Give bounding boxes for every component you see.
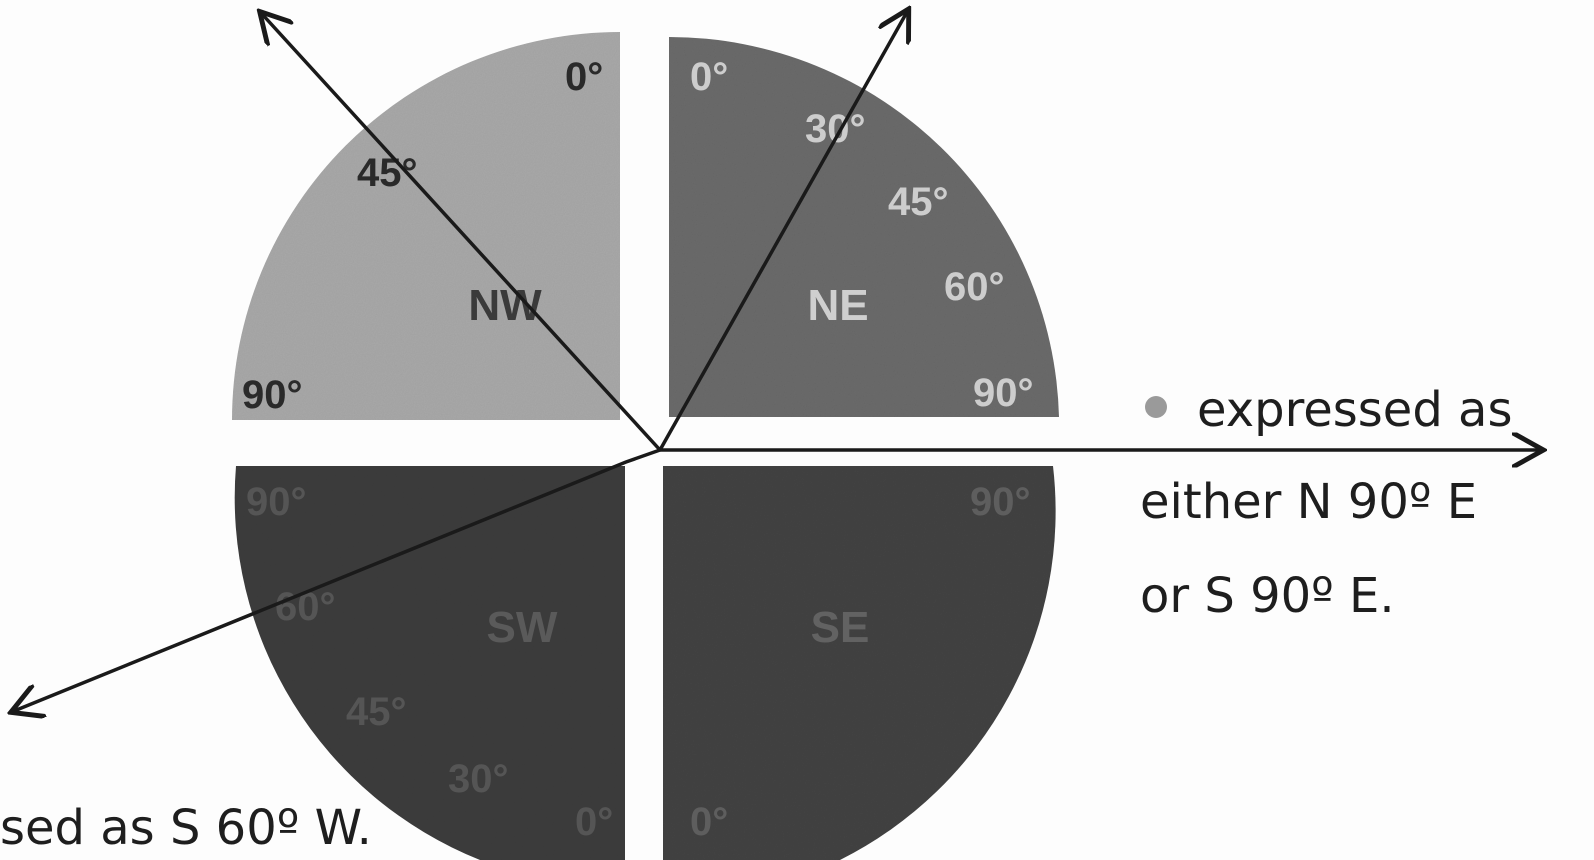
- bullet-text-line1: expressed as: [1197, 382, 1513, 438]
- degree-mark-sw-45: 45°: [346, 690, 407, 734]
- bullet-text-line3: or S 90º E.: [1140, 568, 1395, 624]
- degree-mark-se-0: 0°: [690, 800, 728, 844]
- degree-mark-ne-0: 0°: [690, 55, 728, 99]
- quadrant-label-se: SE: [811, 603, 870, 652]
- quadrant-nw: [232, 32, 620, 420]
- arrow-ne: [658, 12, 907, 451]
- degree-mark-se-90: 90°: [970, 480, 1031, 524]
- quadrant-label-sw: SW: [487, 603, 558, 652]
- degree-mark-ne-90: 90°: [973, 371, 1034, 415]
- bullet-dot-icon: [1145, 396, 1167, 418]
- degree-mark-ne-60: 60°: [944, 265, 1005, 309]
- degree-mark-nw-90: 90°: [242, 373, 303, 417]
- quadrant-ne: [669, 36, 1059, 418]
- quadrant-se: [663, 466, 1056, 860]
- arrow-sw: [14, 448, 661, 711]
- degree-mark-ne-45: 45°: [888, 180, 949, 224]
- degree-mark-ne-30: 30°: [805, 107, 866, 151]
- bottom-left-text: sed as S 60º W.: [0, 800, 372, 856]
- degree-mark-nw-0: 0°: [565, 55, 603, 99]
- bullet-text-line2: either N 90º E: [1140, 474, 1478, 530]
- degree-mark-sw-90: 90°: [246, 480, 307, 524]
- quadrant-label-nw: NW: [468, 281, 542, 330]
- arrow-nw: [262, 14, 662, 452]
- quadrant-sw: [234, 466, 625, 860]
- degree-mark-sw-0: 0°: [575, 800, 613, 844]
- quadrant-label-ne: NE: [807, 281, 868, 330]
- degree-mark-sw-30: 30°: [448, 757, 509, 801]
